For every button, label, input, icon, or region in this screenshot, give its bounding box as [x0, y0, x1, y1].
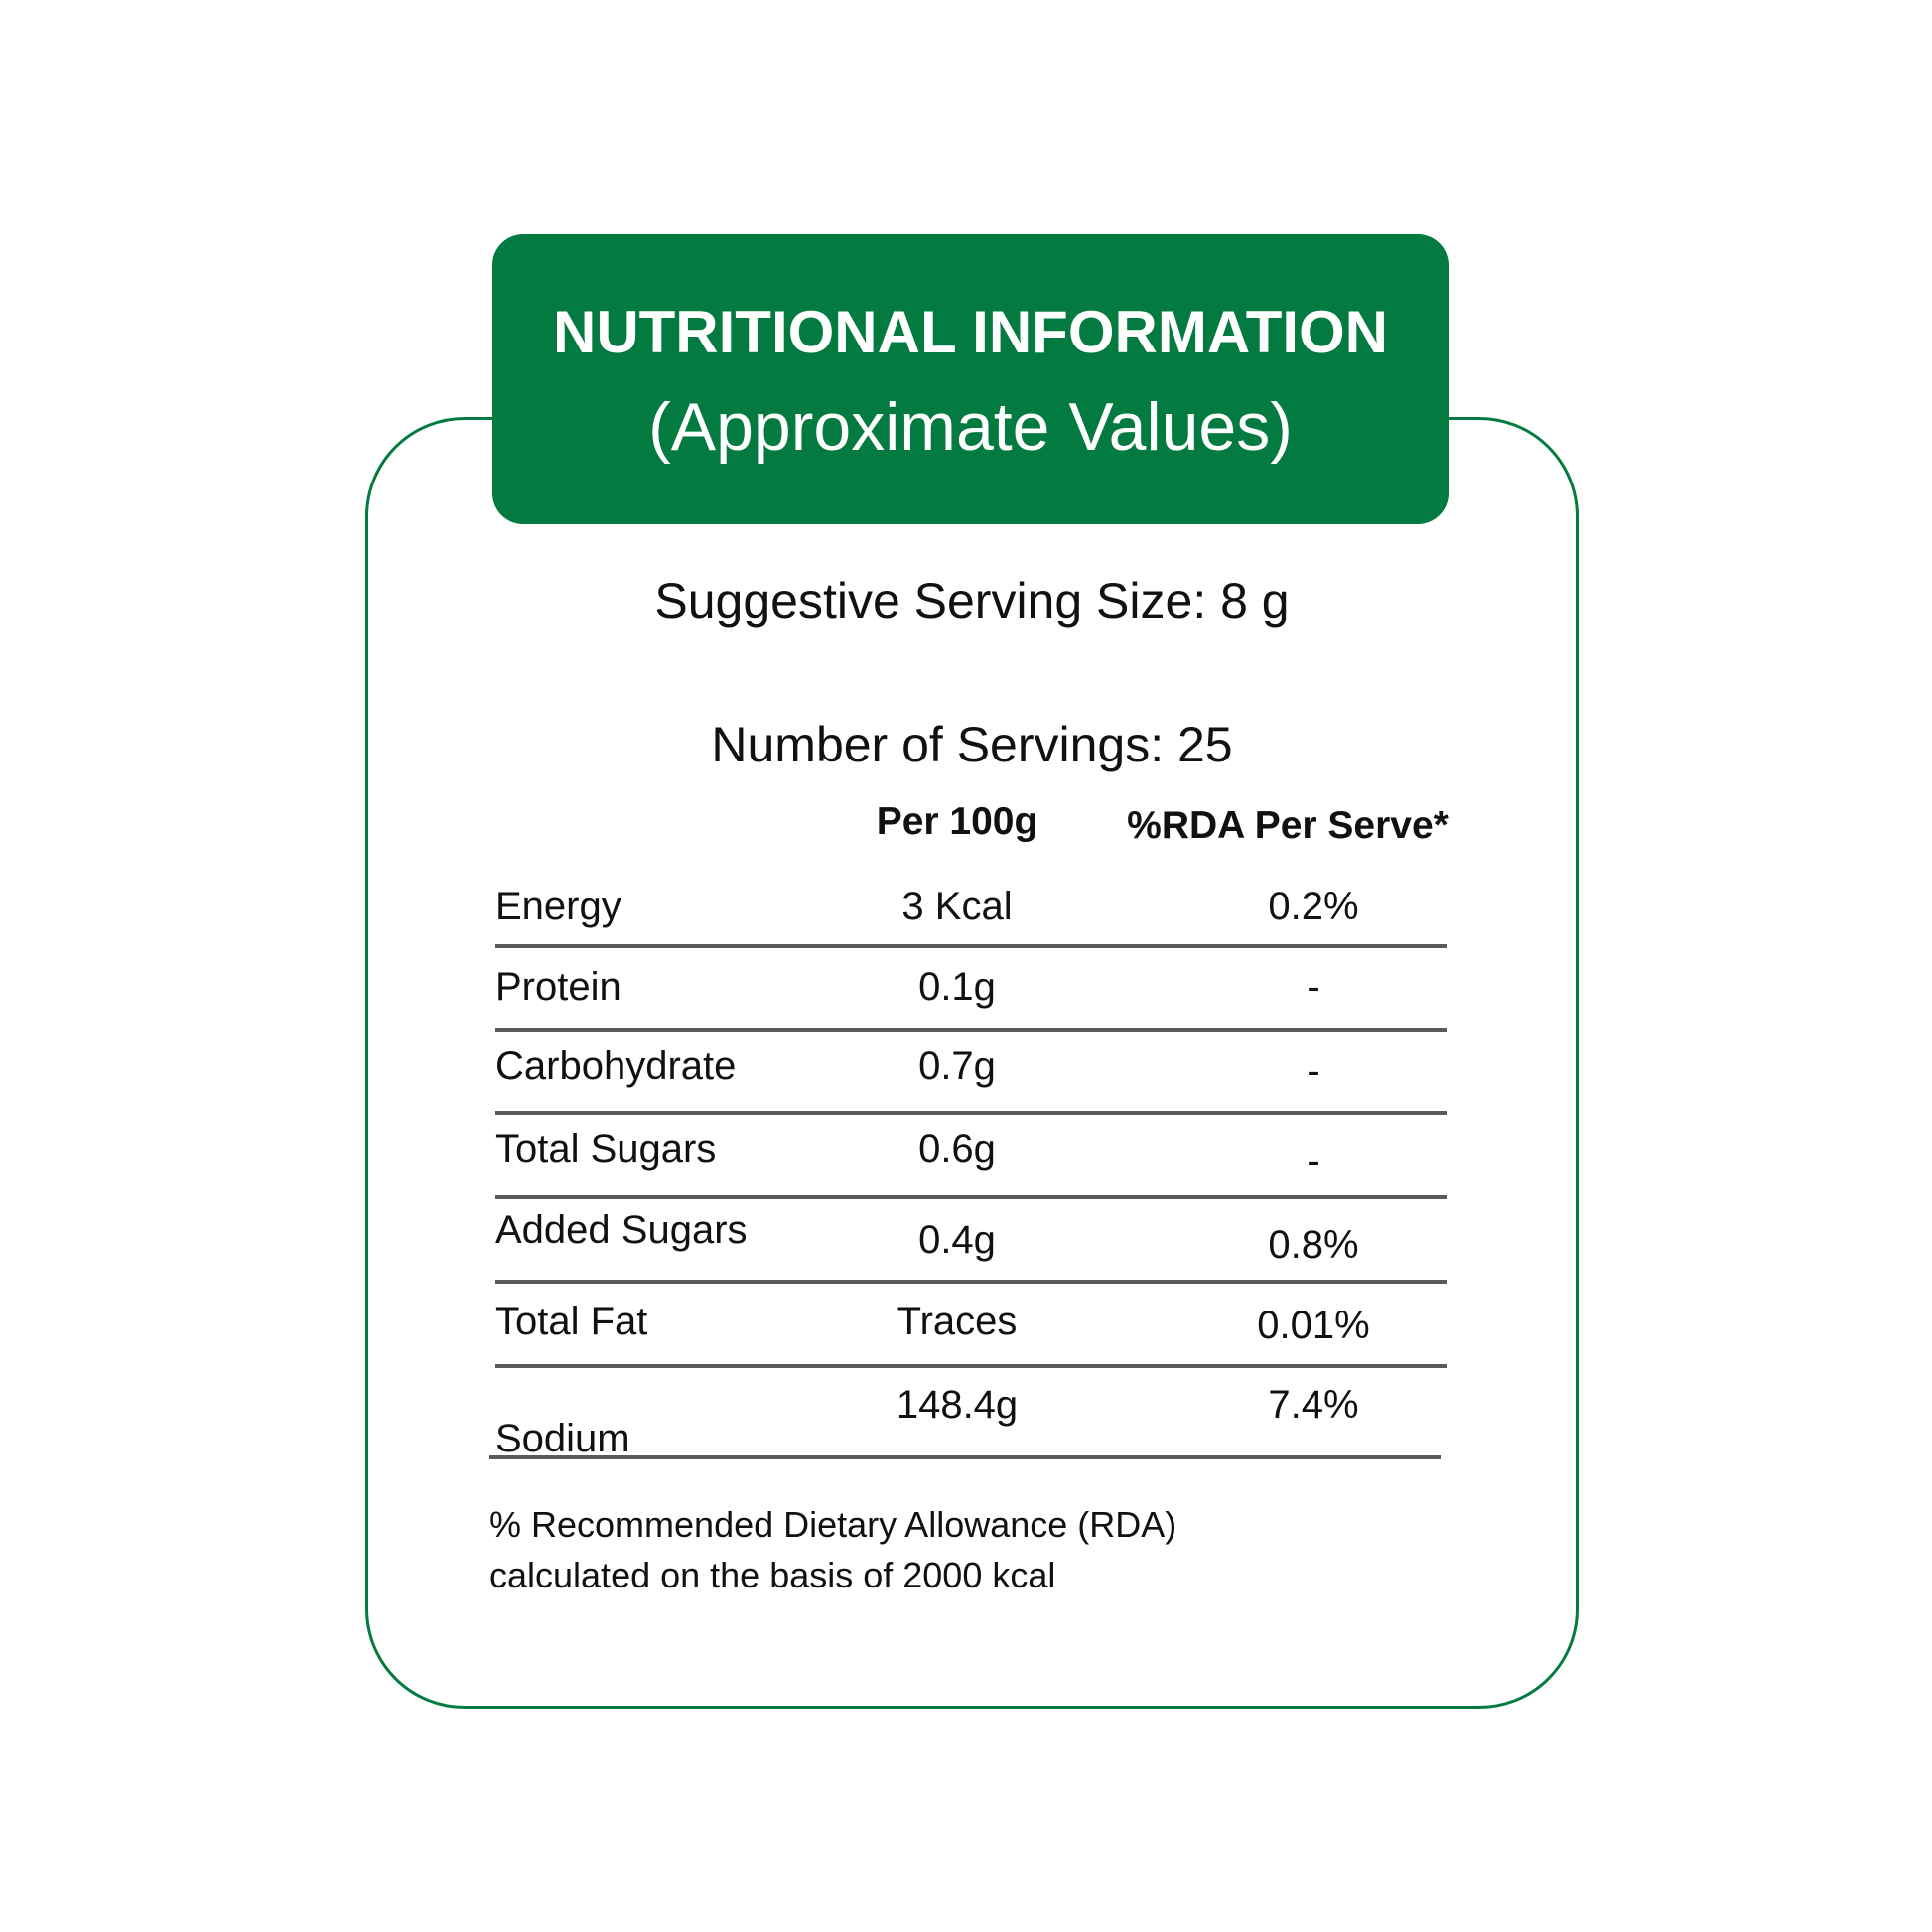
- nutrient-name: Added Sugars: [495, 1208, 748, 1252]
- per-100g-value: 0.6g: [918, 1127, 996, 1171]
- per-100g-value: Traces: [897, 1300, 1018, 1343]
- rda-value: 0.01%: [1257, 1304, 1370, 1347]
- column-header-per-100g: Per 100g: [876, 800, 1038, 843]
- nutrient-name: Carbohydrate: [495, 1044, 737, 1088]
- row-divider: [495, 1111, 1447, 1115]
- row-divider: [495, 1280, 1447, 1284]
- title: NUTRITIONAL INFORMATION: [552, 299, 1389, 365]
- nutrient-name: Protein: [495, 965, 621, 1009]
- per-100g-value: 0.7g: [918, 1044, 996, 1088]
- per-100g-value: 3 Kcal: [901, 885, 1013, 928]
- rda-value: 0.8%: [1268, 1223, 1359, 1267]
- rda-value: -: [1307, 1139, 1320, 1182]
- row-divider: [489, 1455, 1441, 1459]
- column-header-rda: %RDA Per Serve*: [1127, 804, 1449, 847]
- nutrient-name: Total Fat: [495, 1300, 648, 1343]
- per-100g-value: 0.1g: [918, 965, 996, 1009]
- row-divider: [495, 944, 1447, 948]
- nutrient-name: Total Sugars: [495, 1127, 717, 1171]
- footnote-line-1: % Recommended Dietary Allowance (RDA): [489, 1504, 1177, 1545]
- per-100g-value: 0.4g: [918, 1218, 996, 1262]
- row-divider: [495, 1028, 1447, 1032]
- footnote-line-2: calculated on the basis of 2000 kcal: [489, 1555, 1056, 1595]
- rda-value: 7.4%: [1268, 1383, 1359, 1427]
- per-100g-value: 148.4g: [896, 1383, 1019, 1427]
- row-divider: [495, 1195, 1447, 1199]
- row-divider: [495, 1364, 1447, 1368]
- nutrient-name: Sodium: [495, 1417, 630, 1460]
- serving-size: Suggestive Serving Size: 8 g: [654, 573, 1290, 628]
- header-banner: NUTRITIONAL INFORMATION (Approximate Val…: [492, 234, 1449, 524]
- rda-value: -: [1307, 1049, 1320, 1093]
- number-of-servings: Number of Servings: 25: [711, 717, 1233, 772]
- rda-value: 0.2%: [1268, 885, 1359, 928]
- nutrient-name: Energy: [495, 885, 621, 928]
- subtitle: (Approximate Values): [648, 389, 1293, 465]
- rda-value: -: [1307, 965, 1320, 1009]
